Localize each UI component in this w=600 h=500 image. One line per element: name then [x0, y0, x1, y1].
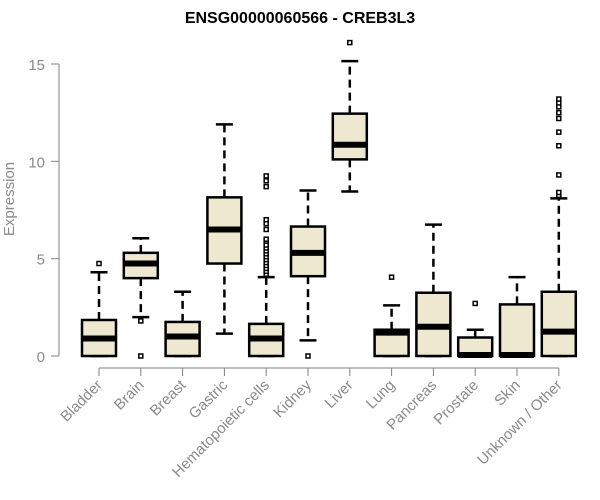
chart-title: ENSG00000060566 - CREB3L3: [185, 10, 415, 27]
box-brain: [122, 236, 160, 359]
y-tick-label: 10: [28, 154, 45, 171]
outlier-point: [556, 115, 562, 122]
box-prostate: [456, 300, 494, 359]
outlier-point: [138, 353, 144, 359]
outlier-point: [96, 260, 102, 267]
iqr-box: [331, 112, 369, 161]
outlier-point: [556, 129, 562, 135]
box-pancreas: [415, 223, 452, 358]
outlier-point: [263, 236, 269, 242]
box-bladder: [80, 260, 118, 358]
boxes-group: [80, 39, 578, 359]
outlier-point: [388, 274, 395, 280]
box-unknown-other: [540, 96, 578, 358]
outlier-point: [138, 318, 144, 324]
outlier-point: [556, 189, 562, 196]
x-tick-label: Lung: [363, 377, 399, 413]
outlier-point: [556, 109, 562, 116]
x-tick-label: Liver: [322, 377, 357, 412]
x-tick-label: Kidney: [270, 376, 315, 421]
outlier-point: [556, 96, 562, 102]
iqr-box: [498, 303, 536, 358]
x-tick-label: Brain: [111, 377, 148, 414]
box-kidney: [289, 189, 327, 359]
outlier-point: [263, 216, 269, 223]
outlier-point: [263, 178, 269, 184]
box-liver: [331, 39, 369, 193]
box-hematopoietic-cells: [247, 173, 285, 358]
x-tick-label: Breast: [147, 376, 190, 419]
x-tick-label: Skin: [491, 377, 524, 410]
x-tick-label: Prostate: [430, 377, 482, 429]
outlier-point: [263, 226, 269, 233]
outlier-point: [263, 173, 269, 179]
y-axis: 0 5 10 15: [28, 57, 60, 366]
iqr-box: [540, 290, 578, 358]
x-tick-label: Bladder: [57, 377, 106, 426]
y-tick-label: 0: [37, 349, 45, 366]
box-lung: [373, 274, 410, 358]
outlier-point: [556, 172, 562, 178]
y-tick-label: 5: [37, 252, 45, 269]
box-breast: [164, 290, 201, 358]
outlier-point: [305, 353, 311, 359]
outlier-point: [263, 183, 269, 190]
box-gastric: [206, 123, 243, 335]
y-axis-label: Expression: [1, 162, 18, 236]
y-tick-label: 15: [28, 57, 45, 74]
outlier-point: [556, 143, 562, 149]
outlier-point: [472, 300, 478, 307]
box-skin: [498, 275, 536, 359]
outlier-point: [347, 39, 353, 46]
